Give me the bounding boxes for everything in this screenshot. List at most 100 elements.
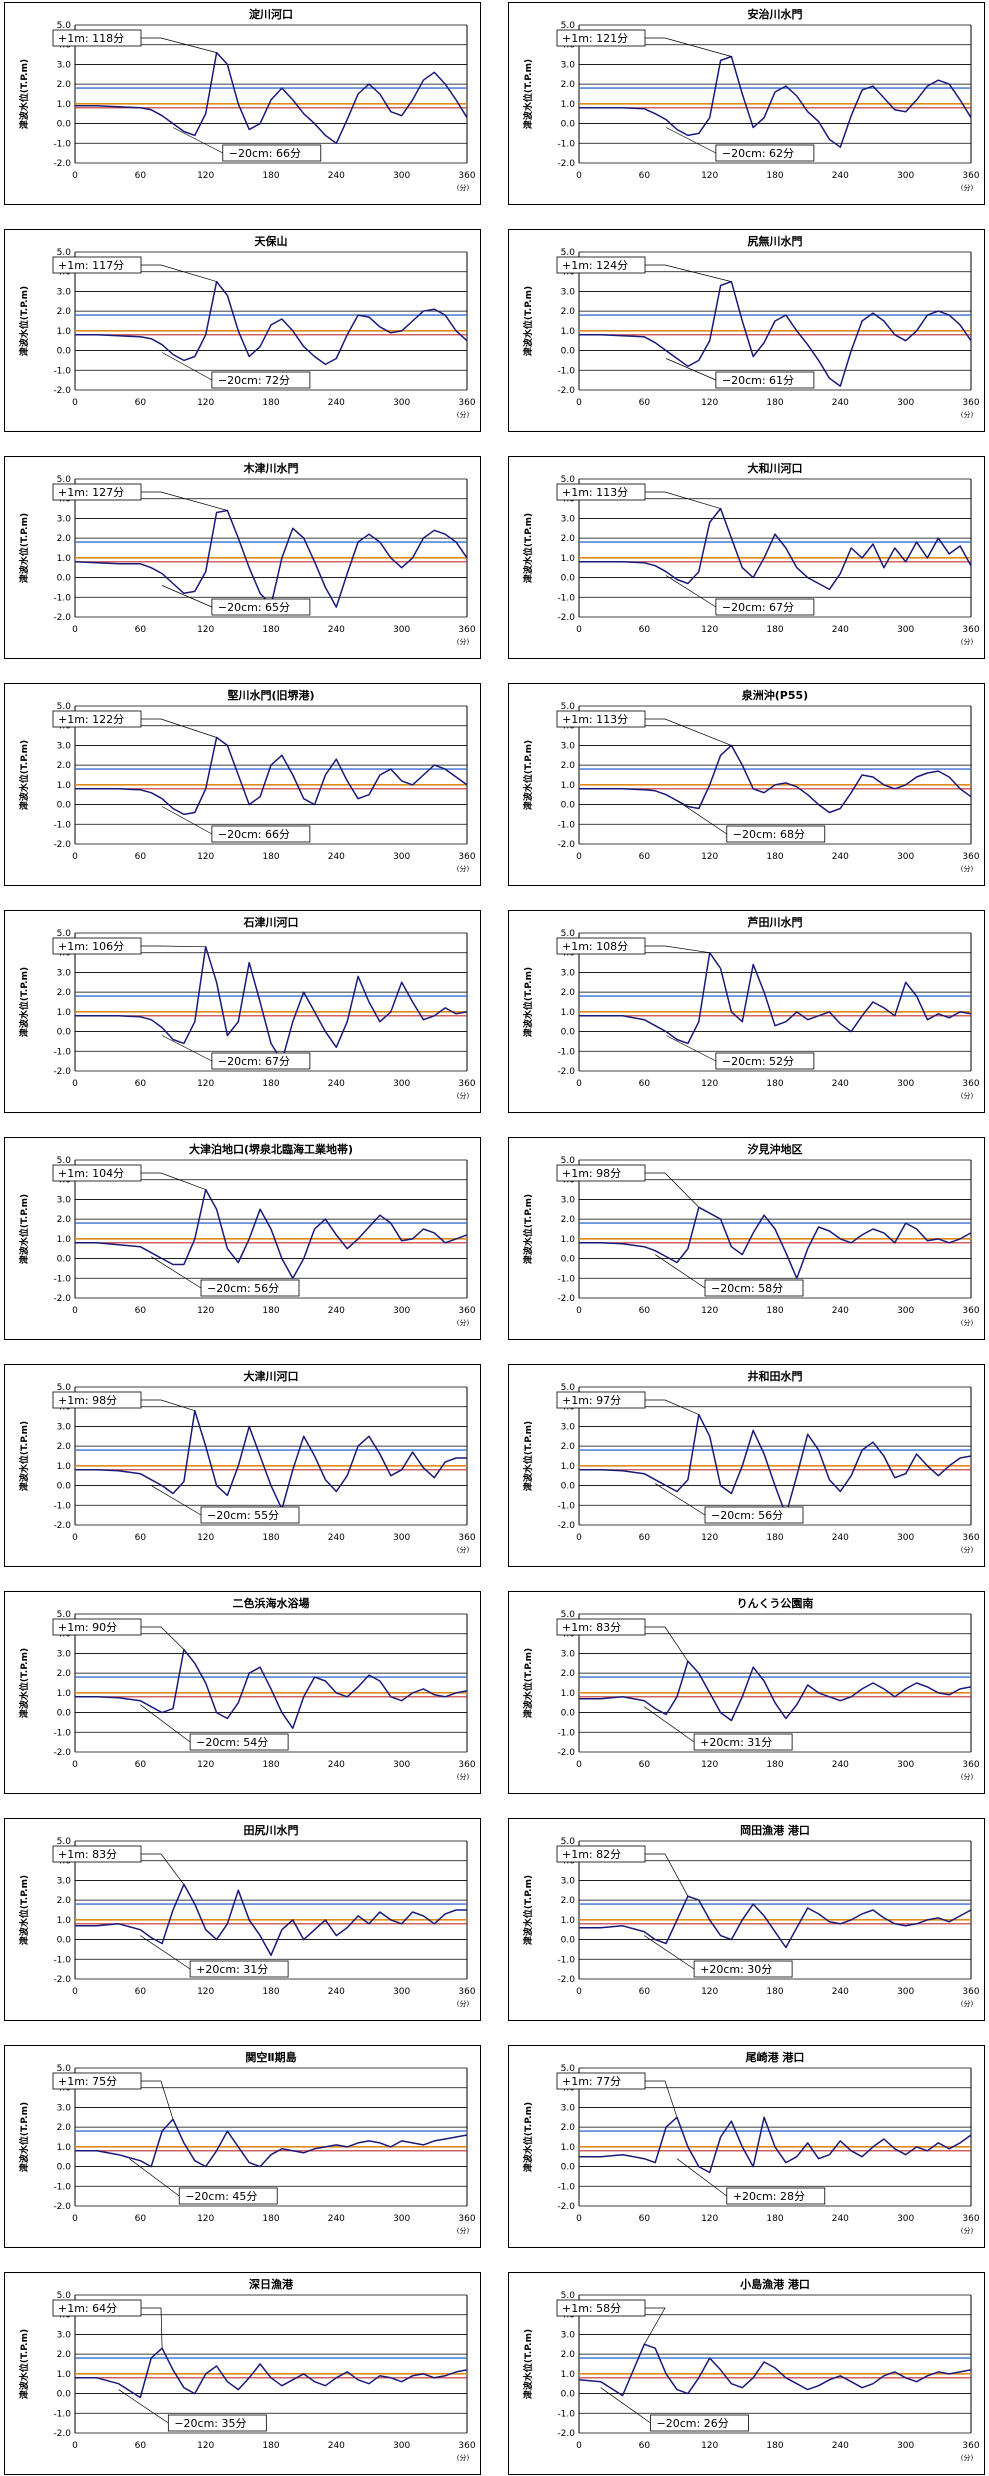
- annotation-leader-bottom: [161, 806, 213, 835]
- y-tick-label: 0.0: [57, 1936, 72, 1946]
- x-tick-label: 60: [639, 398, 651, 408]
- y-tick-label: -1.0: [557, 1728, 575, 1738]
- x-tick-label: 120: [701, 171, 718, 181]
- y-tick-label: 0.0: [561, 1709, 576, 1719]
- chart-title: 尻無川水門: [748, 234, 803, 248]
- y-tick-label: -2.0: [53, 613, 71, 623]
- annotation-bottom: −20cm: 66分: [229, 147, 301, 160]
- series-line: [75, 1409, 467, 1510]
- y-tick-label: -2.0: [557, 1067, 575, 1077]
- series-line: [75, 1188, 468, 1280]
- annotation-box-top: [556, 2072, 646, 2090]
- y-tick-label: 1.0: [57, 1689, 72, 1699]
- chart-title: 木津川水門: [243, 461, 299, 475]
- series-line: [75, 946, 468, 1062]
- chart-title: 関空Ⅱ期島: [245, 2050, 296, 2064]
- annotation-leader-bottom: [161, 585, 213, 608]
- annotation-box-bottom: [704, 1506, 804, 1524]
- y-tick-label: 5.0: [561, 702, 576, 712]
- x-tick-label: 0: [72, 2214, 78, 2224]
- y-tick-label: 0.0: [561, 1936, 576, 1946]
- y-tick-label: 5.0: [561, 929, 576, 939]
- x-tick-label: 120: [701, 625, 718, 635]
- annotation-box-bottom: [715, 598, 815, 616]
- annotation-top: +1m: 82分: [562, 1848, 621, 1861]
- annotation-bottom: +20cm: 31分: [196, 1963, 268, 1976]
- x-tick-label: 300: [897, 398, 914, 408]
- annotation-top: +1m: 121分: [562, 32, 628, 45]
- x-tick-label: 360: [458, 1079, 475, 1089]
- y-tick-label: -1.0: [557, 2409, 575, 2419]
- annotation-top: +1m: 77分: [562, 2075, 621, 2088]
- y-tick-label: 1.0: [561, 781, 576, 791]
- y-tick-label: -1.0: [53, 820, 71, 830]
- annotation-bottom: −20cm: 56分: [207, 1282, 279, 1295]
- y-tick-label: 0.0: [57, 574, 72, 584]
- y-tick-label: -2.0: [557, 386, 575, 396]
- y-tick-label: 3.0: [561, 1422, 576, 1432]
- y-tick-label: 5.0: [57, 248, 72, 258]
- x-tick-label: 120: [701, 2441, 718, 2451]
- x-tick-label: 0: [72, 398, 78, 408]
- annotation-leader-top: [645, 1626, 689, 1662]
- annotation-leader-top: [643, 2307, 666, 2345]
- annotation-box-bottom: [715, 371, 815, 389]
- y-tick-label: 2.0: [57, 80, 72, 90]
- x-tick-label: 120: [701, 2214, 718, 2224]
- x-tick-label: 120: [197, 2214, 214, 2224]
- x-unit-label: (分): [457, 1545, 470, 1554]
- series-line: [578, 2343, 972, 2397]
- x-tick-label: 300: [897, 852, 914, 862]
- series-line: [579, 507, 972, 591]
- x-tick-label: 0: [576, 1306, 582, 1316]
- chart-panel: 安治川水門5.04.03.02.01.00.0-1.0-2.0060120180…: [508, 2, 985, 205]
- x-tick-label: 0: [576, 2214, 582, 2224]
- chart-svg: 大津泊地口(堺泉北臨海工業地帯)5.04.03.02.01.00.0-1.0-2…: [18, 1142, 476, 1327]
- annotation-box-top: [556, 937, 646, 955]
- annotation-bottom: −20cm: 65分: [218, 601, 290, 614]
- annotation-leader-top: [141, 264, 217, 282]
- x-tick-label: 300: [393, 625, 410, 635]
- y-tick-label: -1.0: [557, 366, 575, 376]
- x-tick-label: 300: [393, 171, 410, 181]
- y-tick-label: -1.0: [53, 1047, 71, 1057]
- y-tick-label: 2.0: [561, 1896, 576, 1906]
- y-axis-label: 津波水位(T.P.m): [522, 513, 534, 583]
- series-line: [75, 2347, 468, 2399]
- chart-svg: 井和田水門5.04.03.02.01.00.0-1.0-2.0060120180…: [522, 1369, 980, 1554]
- x-tick-label: 120: [701, 1079, 718, 1089]
- annotation-bottom: −20cm: 62分: [722, 147, 794, 160]
- x-tick-label: 240: [328, 1306, 345, 1316]
- x-tick-label: 0: [72, 1306, 78, 1316]
- y-axis-label: 津波水位(T.P.m): [18, 1648, 30, 1718]
- x-tick-label: 180: [262, 1987, 279, 1997]
- y-tick-label: 1.0: [561, 1689, 576, 1699]
- x-tick-label: 0: [576, 1987, 582, 1997]
- x-unit-label: (分): [457, 1091, 470, 1100]
- chart-panel: 深日漁港5.04.03.02.01.00.0-1.0-2.00601201802…: [4, 2272, 481, 2475]
- chart-svg: 石津川河口5.04.03.02.01.00.0-1.0-2.0060120180…: [18, 915, 476, 1100]
- x-tick-label: 120: [197, 2441, 214, 2451]
- x-tick-label: 360: [458, 1987, 475, 1997]
- chart-title: 岡田漁港 港口: [740, 1823, 810, 1837]
- y-tick-label: 5.0: [561, 1156, 576, 1166]
- x-tick-label: 60: [135, 1079, 147, 1089]
- x-tick-label: 180: [262, 1533, 279, 1543]
- y-tick-label: -2.0: [53, 840, 71, 850]
- y-tick-label: 2.0: [561, 2123, 576, 2133]
- x-tick-label: 0: [576, 171, 582, 181]
- y-tick-label: 3.0: [561, 2330, 576, 2340]
- x-tick-label: 180: [262, 398, 279, 408]
- x-unit-label: (分): [457, 2453, 470, 2462]
- y-tick-label: 0.0: [561, 801, 576, 811]
- annotation-box-top: [556, 1164, 646, 1182]
- annotation-box-bottom: [704, 1279, 804, 1297]
- x-unit-label: (分): [457, 637, 470, 646]
- annotation-box-bottom: [178, 2187, 278, 2205]
- y-tick-label: -2.0: [557, 2202, 575, 2212]
- y-tick-label: 0.0: [561, 347, 576, 357]
- chart-title: 堅川水門(旧堺港): [227, 688, 314, 702]
- x-tick-label: 300: [897, 1306, 914, 1316]
- x-tick-label: 360: [458, 852, 475, 862]
- y-tick-label: 5.0: [561, 2064, 576, 2074]
